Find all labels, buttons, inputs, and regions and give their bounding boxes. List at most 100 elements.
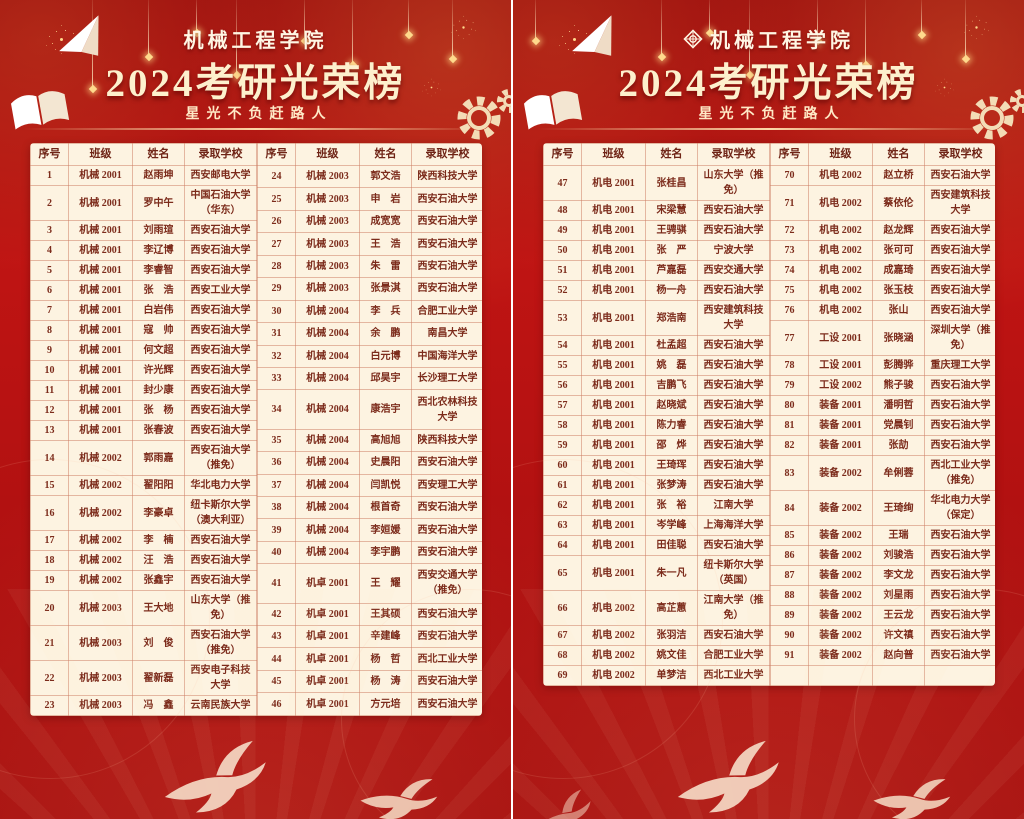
cell-name: 芦嘉磊 [645,260,698,281]
cell-no: 31 [257,322,296,346]
table-row: 53 机电 2001 郑浩南 西安建筑科技大学 [543,300,770,336]
table-row: 10 机械 2001 许光辉 西安石油大学 [30,360,257,381]
cell-school: 西安石油大学 [184,240,257,261]
cell-no: 85 [770,525,809,546]
firework-icon [430,86,433,89]
cell-school: 西安石油大学 [184,340,257,361]
cell-no: 79 [770,375,809,396]
table-row: 73 机电 2002 张可可 西安石油大学 [770,240,995,261]
cell-name: 张山 [872,300,925,321]
table-row: 28 机械 2003 朱 雷西安石油大学 [257,254,482,279]
cell-no: 39 [257,518,296,542]
col-header-class: 班级 [68,143,133,166]
cell-class: 装备 2002 [808,645,873,666]
header-row: 序号 班级 姓名 录取学校 [257,143,482,166]
table-row: 35 机械 2004 高旭旭 陕西科技大学 [257,428,482,453]
cell-school: 南昌大学 [411,322,482,346]
table-row: 25 机械 2003 申 岩西安石油大学 [257,187,482,211]
hanging-star-icon [865,0,866,64]
cell-no: 84 [770,490,809,526]
col-header-school: 录取学校 [184,143,257,166]
cell-no: 9 [30,340,69,361]
cell-name: 李辽博 [132,240,185,261]
cell-school: 云南民族大学 [184,695,257,716]
cell-name: 王琦绚 [872,490,925,526]
poster-left: 机械工程学院 2024考研光荣榜 星光不负赶路人 序号 班级 姓名 录取学校 1… [0,0,511,819]
cell-class: 装备 2002 [808,490,873,526]
firework-icon [573,38,576,41]
cell-school: 合肥工业大学 [411,299,482,324]
hanging-star-icon [408,0,409,34]
cell-class: 装备 2002 [808,605,873,626]
table-row: 24 机械 2003 郭文浩 陕西科技大学 [257,164,482,189]
cell-school: 西安交通大学 [697,260,770,281]
cell-class: 机械 2001 [68,260,133,281]
table-row: 79 工设 2002 熊子骏 西安石油大学 [770,375,995,396]
hanging-star-icon [196,0,197,32]
cell-school: 西安石油大学 [184,320,257,341]
cell-no: 73 [770,240,809,261]
cell-name: 成宽宽 [359,209,412,234]
cell-class: 机械 2004 [295,473,360,497]
cell-class: 机械 2004 [295,451,360,475]
cell-no [770,665,809,686]
cell-name: 牟俐蓉 [872,455,925,491]
origami-star-icon [55,15,107,68]
cell-name: 赵立桥 [872,165,925,186]
cell-school: 中国石油大学（华东） [184,185,257,221]
cell-name: 王瑞 [872,525,925,546]
cell-school: 西北工业大学（推免） [924,455,995,491]
cell-school: 西安石油大学 [411,232,482,256]
cell-no: 48 [543,200,582,221]
cell-name: 李睿智 [132,260,185,281]
cell-no: 37 [257,473,296,497]
cell-no: 38 [257,495,296,520]
cell-class: 装备 2002 [808,625,873,646]
firework-icon [462,26,465,29]
cell-school: 西安石油大学 [411,451,482,475]
cell-class: 机电 2001 [581,260,646,281]
cell-no: 50 [543,240,582,261]
cell-name: 张晓涵 [872,320,925,356]
cell-school: 西安石油大学 [697,335,770,356]
cell-no: 7 [30,300,69,321]
cell-school: 西安石油大学 [924,435,995,456]
cell-no: 13 [30,420,69,441]
table-row: 81 装备 2001 党晨钊 西安石油大学 [770,415,995,436]
cell-no: 75 [770,280,809,301]
cell-class: 机械 2001 [68,420,133,441]
cell-class: 机械 2004 [295,518,360,542]
cell-no: 29 [257,277,296,301]
cell-school: 西安石油大学 [411,495,482,520]
college-name: 机械工程学院 [183,30,328,52]
cell-name: 刘骏浩 [872,545,925,566]
cell-class: 机械 2003 [295,232,360,256]
cell-class: 机电 2001 [581,220,646,241]
cell-no: 74 [770,260,809,281]
cell-school: 宁波大学 [697,240,770,261]
firework-icon [943,86,946,89]
cell-school: 西安石油大学 [697,200,770,221]
cell-class: 机电 2002 [808,185,873,221]
cell-class: 机电 2001 [581,300,646,336]
cell-name: 何文超 [132,340,185,361]
cell-name: 张春波 [132,420,185,441]
cell-class: 机械 2004 [295,366,360,391]
cell-school: 西安石油大学 [184,380,257,401]
cell-school: 西安石油大学 [924,395,995,416]
cell-class: 机电 2001 [581,280,646,301]
cell-school: 西安理工大学 [411,473,482,497]
cell-name: 白岩伟 [132,300,185,321]
cell-class: 工设 2002 [808,375,873,396]
col-header-name: 姓名 [872,143,925,166]
cell-class: 机械 2004 [295,428,360,453]
table-row: 13 机械 2001 张春波 西安石油大学 [30,420,257,441]
cell-class: 机械 2001 [68,185,133,221]
divider-line [537,128,1000,130]
table-row: 47 机电 2001 张桂昌 山东大学（推免） [543,165,770,201]
cell-class: 机械 2001 [68,165,133,186]
cell-name: 王 耀 [359,563,412,604]
table-row: 54 机电 2001 杜孟超 西安石油大学 [543,335,770,356]
cell-school: 西安邮电大学 [184,165,257,186]
dove-icon [146,732,304,819]
